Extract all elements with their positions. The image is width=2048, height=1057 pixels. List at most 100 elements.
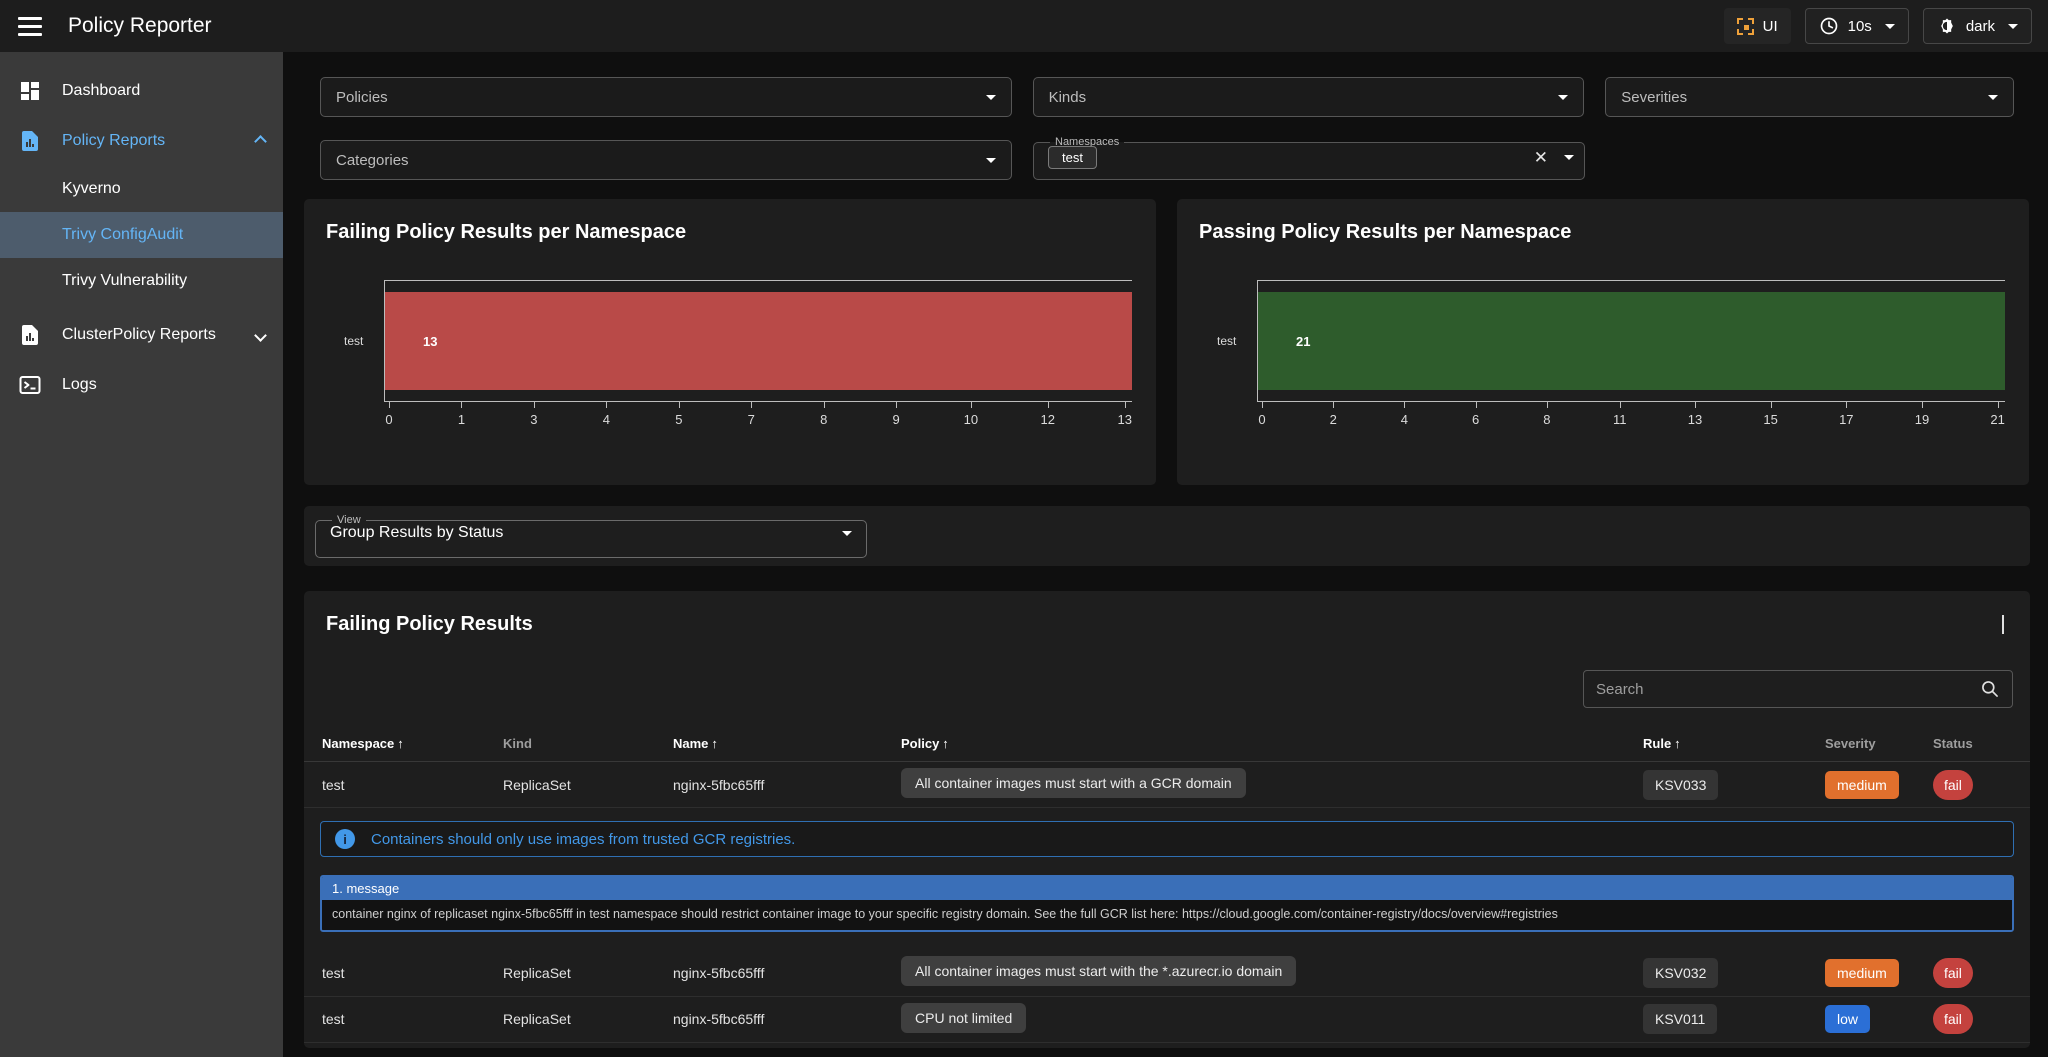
cell-namespace: test	[304, 761, 503, 808]
status-badge: fail	[1933, 1004, 1973, 1034]
ui-logo-icon	[1736, 17, 1754, 35]
chevron-down-icon	[986, 157, 996, 163]
cell-policy: CPU not limited	[901, 996, 1643, 1043]
x-tick-label: 1	[456, 402, 466, 427]
table-header-row: Namespace ↑ Kind Name ↑ Policy ↑ Rule ↑ Seve…	[304, 730, 2030, 762]
bar-value-label: 21	[1296, 333, 1311, 349]
collapse-button[interactable]	[1998, 611, 2008, 637]
policies-filter-label: Policies	[336, 88, 388, 106]
policies-filter-select[interactable]: Policies	[320, 77, 1012, 117]
theme-value: dark	[1965, 17, 1995, 35]
table-row[interactable]: test ReplicaSet nginx-5fbc65fff CPU not …	[304, 996, 2030, 1043]
app-title: Policy Reporter	[68, 14, 212, 37]
x-tick-label: 6	[1471, 402, 1481, 427]
passing-results-chart-card: Passing Policy Results per Namespace tes…	[1177, 199, 2029, 485]
clear-icon[interactable]: ✕	[1533, 148, 1548, 167]
kinds-filter-select[interactable]: Kinds	[1032, 77, 1585, 117]
sidebar-item-logs[interactable]: Logs	[0, 360, 283, 410]
column-header-name[interactable]: Name ↑	[673, 730, 901, 762]
x-axis-ticks: 0 2 4 6 8 11 13 15 17 19 21	[1257, 402, 2005, 427]
cell-severity: medium	[1825, 761, 1933, 808]
y-axis-label: test	[344, 334, 364, 348]
failing-results-chart-card: Failing Policy Results per Namespace tes…	[304, 199, 1156, 485]
column-header-severity[interactable]: Severity	[1825, 730, 1933, 762]
filter-bar: Policies Kinds Severities Categories	[320, 77, 2015, 180]
column-header-namespace[interactable]: Namespace ↑	[304, 730, 503, 762]
sidebar-item-dashboard[interactable]: Dashboard	[0, 66, 283, 116]
x-tick-label: 9	[891, 402, 901, 427]
cell-name: nginx-5fbc65fff	[673, 996, 901, 1043]
chart-plot-area: 13	[384, 280, 1132, 402]
sidebar-item-label: ClusterPolicy Reports	[62, 326, 216, 343]
sort-asc-icon: ↑	[397, 736, 404, 751]
sidebar-item-label: Kyverno	[62, 180, 121, 197]
sidebar-item-trivy-configaudit[interactable]: Trivy ConfigAudit	[0, 212, 283, 258]
policy-chip: All container images must start with a G…	[901, 768, 1246, 798]
report-file-icon	[22, 131, 38, 151]
cell-status: fail	[1933, 996, 2030, 1043]
x-axis-ticks: 0 1 3 4 5 7 8 9 10 12 13	[384, 402, 1132, 427]
bar-value-label: 13	[423, 333, 438, 349]
search-input[interactable]	[1596, 680, 1980, 698]
categories-filter-label: Categories	[336, 151, 409, 169]
policy-chip: CPU not limited	[901, 1002, 1027, 1033]
rule-chip: KSV032	[1643, 957, 1719, 988]
cell-name: nginx-5fbc65fff	[673, 950, 901, 997]
cell-kind: ReplicaSet	[503, 996, 673, 1043]
x-tick-label: 15	[1763, 402, 1778, 427]
top-bar: Policy Reporter UI 10s dark	[0, 0, 2048, 52]
theme-select[interactable]: dark	[1922, 8, 2032, 44]
view-select-value: Group Results by Status	[330, 524, 504, 541]
search-icon[interactable]	[1980, 679, 2000, 699]
results-card-title: Failing Policy Results	[326, 612, 533, 635]
sort-asc-icon: ↑	[711, 736, 718, 751]
message-body: container nginx of replicaset nginx-5fbc…	[322, 900, 2012, 930]
status-badge: fail	[1933, 957, 1973, 988]
sidebar-item-policy-reports[interactable]: Policy Reports	[0, 116, 283, 166]
sidebar-item-trivy-vulnerability[interactable]: Trivy Vulnerability	[0, 258, 283, 304]
chevron-down-icon	[842, 530, 852, 536]
sidebar-item-label: Trivy Vulnerability	[62, 272, 188, 289]
bar: 21	[1258, 292, 2005, 390]
severities-filter-select[interactable]: Severities	[1605, 77, 2015, 117]
refresh-interval-value: 10s	[1847, 17, 1872, 35]
chart-title: Passing Policy Results per Namespace	[1199, 221, 1572, 243]
message-block: 1. message container nginx of replicaset…	[320, 875, 2014, 932]
chart-plot-area: 21	[1257, 280, 2005, 402]
cell-status: fail	[1933, 950, 2030, 997]
namespaces-filter-select[interactable]: Namespaces test ✕	[1033, 136, 1585, 180]
x-tick-label: 12	[1041, 402, 1055, 427]
column-header-status[interactable]: Status	[1933, 730, 2030, 762]
column-header-kind[interactable]: Kind	[503, 730, 673, 762]
column-header-rule[interactable]: Rule ↑	[1643, 730, 1825, 762]
x-tick-label: 11	[1613, 402, 1627, 427]
cell-rule: KSV032	[1643, 950, 1825, 997]
x-tick-label: 7	[746, 402, 756, 427]
cell-rule: KSV033	[1643, 761, 1825, 808]
sidebar-item-kyverno[interactable]: Kyverno	[0, 166, 283, 212]
cell-name: nginx-5fbc65fff	[673, 761, 901, 808]
menu-icon[interactable]	[18, 16, 42, 36]
sidebar-item-label: Logs	[62, 376, 97, 393]
chevron-down-icon[interactable]	[1564, 155, 1574, 160]
column-header-policy[interactable]: Policy ↑	[901, 730, 1643, 762]
view-select[interactable]: View Group Results by Status	[315, 514, 867, 558]
view-select-label: View	[337, 514, 361, 526]
results-table: Namespace ↑ Kind Name ↑ Policy ↑ Rule ↑ Seve…	[304, 730, 2030, 1043]
expanded-detail-row: i Containers should only use images from…	[304, 808, 2030, 951]
ui-button[interactable]: UI	[1723, 8, 1791, 44]
ui-button-label: UI	[1762, 17, 1778, 35]
chevron-up-icon	[254, 134, 267, 148]
kinds-filter-label: Kinds	[1048, 88, 1087, 106]
severities-filter-label: Severities	[1621, 88, 1688, 106]
clock-icon	[1820, 17, 1837, 35]
x-tick-label: 3	[529, 402, 539, 427]
categories-filter-select[interactable]: Categories	[320, 140, 1012, 180]
sidebar: Dashboard Policy Reports Kyverno Trivy C…	[0, 52, 283, 1057]
table-row[interactable]: test ReplicaSet nginx-5fbc65fff All cont…	[304, 950, 2030, 997]
chevron-down-icon	[1884, 23, 1895, 29]
sidebar-item-clusterpolicy-reports[interactable]: ClusterPolicy Reports	[0, 310, 283, 360]
cell-severity: medium	[1825, 950, 1933, 997]
refresh-interval-select[interactable]: 10s	[1804, 8, 1909, 44]
table-row[interactable]: test ReplicaSet nginx-5fbc65fff All cont…	[304, 761, 2030, 808]
